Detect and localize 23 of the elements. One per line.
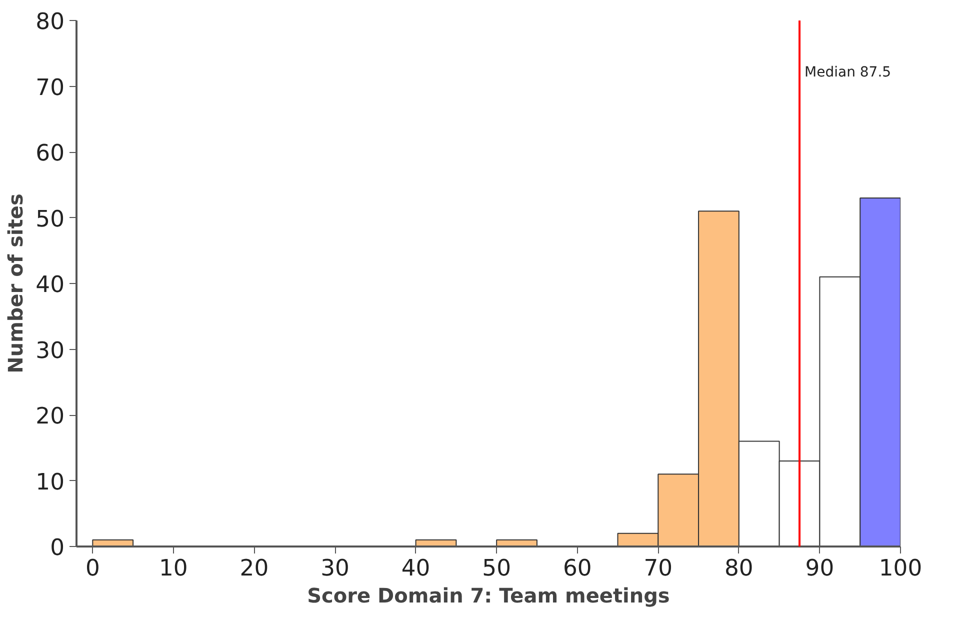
x-tick-label: 30 <box>320 556 350 582</box>
y-tick-label: 20 <box>36 404 65 430</box>
x-tick-label: 20 <box>240 556 269 582</box>
x-tick-label: 70 <box>644 556 673 582</box>
x-tick-label: 50 <box>482 556 512 582</box>
x-tick-label: 10 <box>159 556 188 582</box>
y-tick-label: 60 <box>36 140 65 166</box>
x-tick-label: 100 <box>878 556 922 582</box>
y-tick-label: 40 <box>36 272 65 298</box>
x-tick-label: 60 <box>562 556 592 582</box>
x-axis-title: Score Domain 7: Team meetings <box>307 584 670 608</box>
y-tick-label: 30 <box>36 338 65 364</box>
x-tick-label: 40 <box>401 556 430 582</box>
x-tick-label: 90 <box>805 556 834 582</box>
y-tick-label: 10 <box>36 469 65 496</box>
x-tick-label: 0 <box>85 556 100 582</box>
y-tick-label: 50 <box>36 206 65 232</box>
y-axis-title: Number of sites <box>4 194 28 374</box>
ref-line-label: Median 87.5 <box>804 64 892 80</box>
y-tick-label: 70 <box>36 74 65 101</box>
x-tick-label: 80 <box>724 556 754 582</box>
y-tick-label: 80 <box>36 9 65 35</box>
y-tick-label: 0 <box>50 535 65 561</box>
